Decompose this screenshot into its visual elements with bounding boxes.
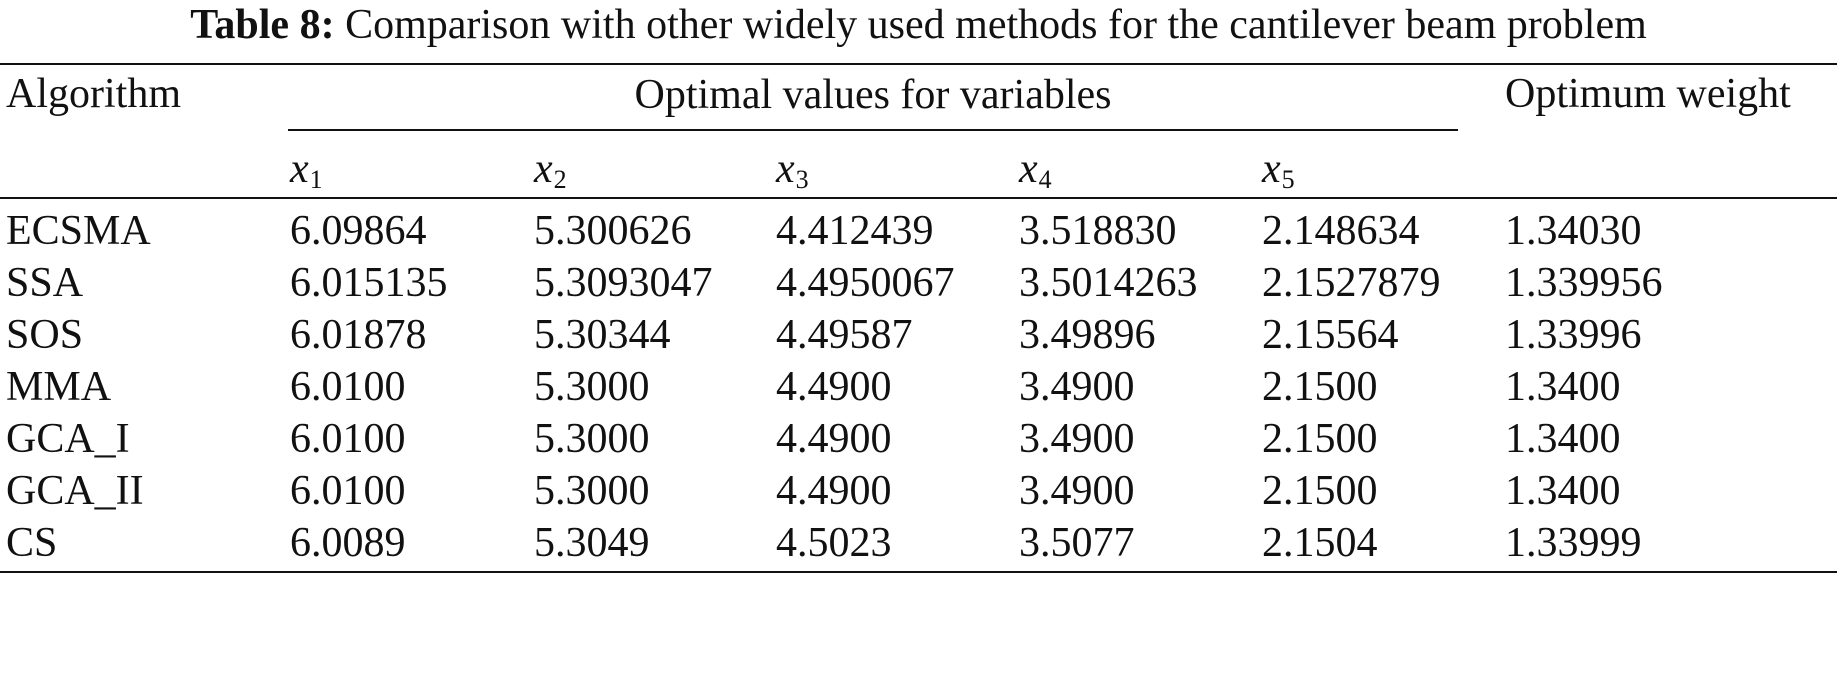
header-x2: x2 [534,144,567,205]
cell-x1: 6.0089 [290,520,406,566]
top-rule [0,63,1837,65]
variable-subscript: 4 [1038,165,1052,194]
cell-x1: 6.015135 [290,260,448,306]
cell-x4: 3.49896 [1019,312,1156,358]
cell-algorithm: SOS [6,312,84,358]
cell-algorithm: ECSMA [6,208,151,254]
cell-x3: 4.49587 [776,312,913,358]
cell-x4: 3.5014263 [1019,260,1198,306]
cell-x2: 5.3093047 [534,260,713,306]
cell-x4: 3.4900 [1019,468,1135,514]
cell-x5: 2.1504 [1262,520,1378,566]
cell-x2: 5.30344 [534,312,671,358]
cell-algorithm: GCA_II [6,468,144,514]
header-x3: x3 [776,144,809,205]
cell-x3: 4.4900 [776,416,892,462]
variable-subscript: 3 [795,165,809,194]
header-optimum-weight: Optimum weight [1505,71,1791,117]
cell-x5: 2.1500 [1262,364,1378,410]
cell-x1: 6.0100 [290,364,406,410]
cell-weight: 1.3400 [1505,364,1621,410]
cell-x5: 2.1500 [1262,468,1378,514]
variable-subscript: 1 [309,165,323,194]
cell-x5: 2.1527879 [1262,260,1441,306]
variable-subscript: 2 [553,165,567,194]
variable-symbol: x [534,146,553,192]
cell-x5: 2.1500 [1262,416,1378,462]
cell-weight: 1.33999 [1505,520,1642,566]
cell-algorithm: CS [6,520,58,566]
cell-x1: 6.01878 [290,312,427,358]
cell-x4: 3.518830 [1019,208,1177,254]
group-rule [288,129,1458,131]
cell-algorithm: MMA [6,364,112,410]
bottom-rule [0,571,1837,573]
cell-x3: 4.4900 [776,468,892,514]
header-x1: x1 [290,144,323,205]
cell-weight: 1.34030 [1505,208,1642,254]
cell-x3: 4.4950067 [776,260,955,306]
cell-x4: 3.4900 [1019,364,1135,410]
cell-algorithm: GCA_I [6,416,130,462]
variable-symbol: x [776,146,795,192]
table-caption: Table 8: Comparison with other widely us… [0,0,1837,50]
header-x4: x4 [1019,144,1052,205]
cell-x3: 4.5023 [776,520,892,566]
cell-x5: 2.148634 [1262,208,1420,254]
header-algorithm: Algorithm [6,71,181,117]
cell-x2: 5.3000 [534,468,650,514]
cell-x1: 6.0100 [290,468,406,514]
cell-x1: 6.09864 [290,208,427,254]
header-x5: x5 [1262,144,1295,205]
cell-weight: 1.339956 [1505,260,1663,306]
cell-x2: 5.3049 [534,520,650,566]
variable-symbol: x [1262,146,1281,192]
cell-x4: 3.5077 [1019,520,1135,566]
variable-symbol: x [1019,146,1038,192]
caption-text: Comparison with other widely used method… [345,2,1647,48]
header-rule [0,197,1837,199]
cell-x5: 2.15564 [1262,312,1399,358]
cell-weight: 1.33996 [1505,312,1642,358]
cell-x2: 5.300626 [534,208,692,254]
cell-x2: 5.3000 [534,416,650,462]
caption-label: Table 8: [190,2,335,48]
cell-x2: 5.3000 [534,364,650,410]
header-optimal-values: Optimal values for variables [634,72,1112,118]
cell-weight: 1.3400 [1505,468,1621,514]
cell-algorithm: SSA [6,260,84,306]
cell-x1: 6.0100 [290,416,406,462]
variable-symbol: x [290,146,309,192]
variable-subscript: 5 [1281,165,1295,194]
cell-weight: 1.3400 [1505,416,1621,462]
cell-x3: 4.4900 [776,364,892,410]
cell-x3: 4.412439 [776,208,934,254]
cell-x4: 3.4900 [1019,416,1135,462]
